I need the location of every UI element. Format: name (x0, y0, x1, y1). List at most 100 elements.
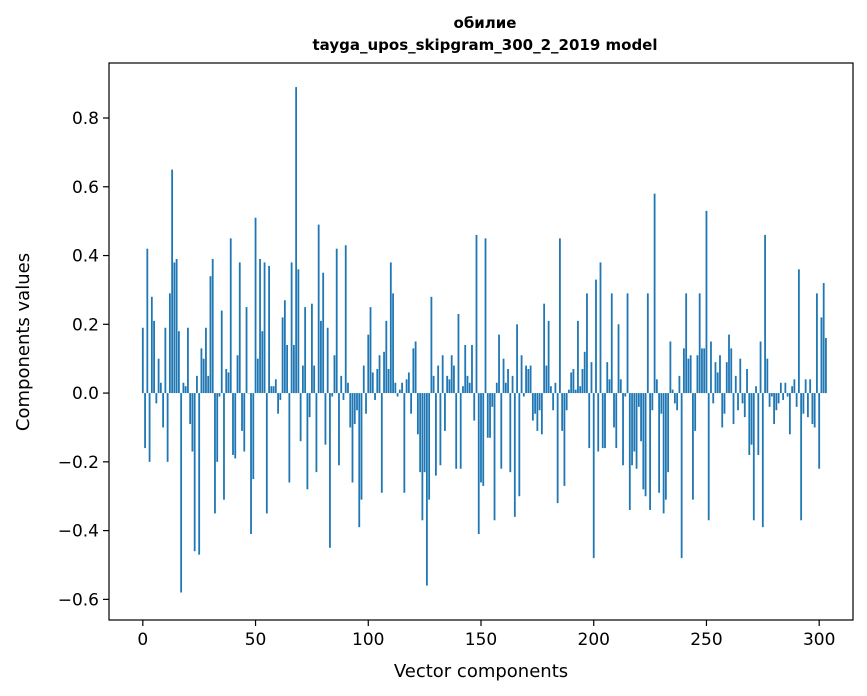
bar-51 (256, 358, 259, 394)
bar-178 (543, 303, 546, 394)
y-tick-label: 0.6 (72, 178, 99, 198)
bar-170 (525, 365, 527, 394)
bar-226 (651, 393, 654, 411)
bar-10 (164, 327, 167, 394)
bar-84 (331, 393, 334, 397)
bar-220 (637, 393, 640, 407)
bar-166 (516, 324, 518, 394)
bar-288 (791, 386, 794, 394)
bar-66 (290, 262, 293, 394)
bar-147 (473, 393, 476, 421)
bar-159 (500, 393, 503, 469)
bar-298 (813, 393, 816, 428)
bar-174 (534, 393, 537, 414)
bar-204 (601, 393, 604, 449)
bar-153 (486, 393, 489, 438)
bar-123 (419, 393, 422, 473)
bar-229 (658, 393, 661, 493)
bar-62 (281, 317, 284, 394)
bar-42 (236, 355, 239, 394)
bar-154 (489, 393, 491, 438)
bar-67 (292, 344, 295, 394)
bar-212 (619, 379, 622, 394)
bar-110 (389, 262, 392, 394)
bar-227 (653, 193, 656, 394)
bar-56 (268, 265, 270, 394)
bar-131 (437, 365, 440, 394)
bar-71 (301, 365, 304, 394)
bar-13 (171, 169, 174, 394)
bar-135 (446, 375, 449, 394)
bar-266 (741, 393, 744, 404)
bar-249 (703, 348, 706, 394)
bar-215 (626, 293, 629, 394)
bar-83 (329, 393, 331, 548)
bar-14 (173, 262, 176, 394)
bar-140 (457, 313, 460, 394)
bar-184 (556, 393, 559, 504)
bar-99 (365, 393, 367, 414)
bar-297 (811, 393, 814, 425)
bar-80 (322, 272, 325, 394)
bar-138 (453, 365, 455, 394)
bar-121 (414, 341, 417, 394)
bar-32 (214, 393, 216, 514)
bar-132 (439, 393, 442, 466)
bar-137 (450, 355, 453, 394)
bar-82 (326, 327, 329, 394)
bar-254 (714, 362, 717, 394)
bar-48 (250, 393, 252, 535)
bar-155 (491, 393, 494, 407)
bar-91 (347, 382, 349, 394)
bar-259 (725, 362, 728, 394)
bar-106 (380, 393, 383, 493)
bar-58 (272, 386, 275, 394)
bar-36 (223, 393, 225, 500)
bar-275 (761, 393, 764, 528)
x-tick-label: 250 (690, 630, 722, 650)
bar-115 (401, 382, 403, 394)
bar-278 (768, 393, 771, 407)
bar-197 (586, 293, 588, 394)
bar-190 (570, 372, 573, 394)
bar-49 (252, 393, 255, 480)
bar-195 (581, 369, 584, 394)
bar-182 (552, 393, 555, 411)
bar-26 (200, 348, 203, 394)
bar-60 (277, 393, 279, 414)
bar-281 (775, 393, 778, 411)
bar-157 (495, 382, 498, 394)
bar-11 (166, 393, 169, 462)
bar-21 (189, 393, 192, 425)
bar-243 (689, 355, 692, 394)
bar-206 (606, 362, 609, 394)
bar-65 (288, 393, 291, 483)
bar-143 (464, 344, 467, 394)
bar-78 (317, 224, 320, 394)
bar-156 (493, 393, 496, 521)
bar-161 (504, 382, 507, 394)
bar-89 (342, 393, 345, 400)
bar-16 (177, 331, 180, 394)
bar-228 (655, 379, 658, 394)
bar-214 (624, 393, 627, 397)
bar-27 (202, 358, 205, 394)
x-tick-label: 150 (465, 630, 497, 650)
bar-152 (484, 238, 487, 394)
bar-300 (818, 393, 821, 469)
bar-113 (396, 393, 399, 397)
x-tick-label: 0 (137, 630, 148, 650)
bar-28 (205, 327, 207, 394)
bar-114 (398, 389, 401, 394)
y-tick-label: −0.6 (58, 590, 99, 610)
bar-151 (482, 393, 485, 486)
bar-207 (608, 379, 611, 394)
x-tick-label: 50 (245, 630, 267, 650)
bar-238 (678, 375, 681, 394)
bar-180 (547, 320, 550, 394)
bar-276 (764, 234, 766, 394)
bar-59 (274, 379, 277, 394)
bar-64 (286, 344, 289, 394)
bar-92 (349, 393, 352, 428)
bar-145 (468, 382, 471, 394)
